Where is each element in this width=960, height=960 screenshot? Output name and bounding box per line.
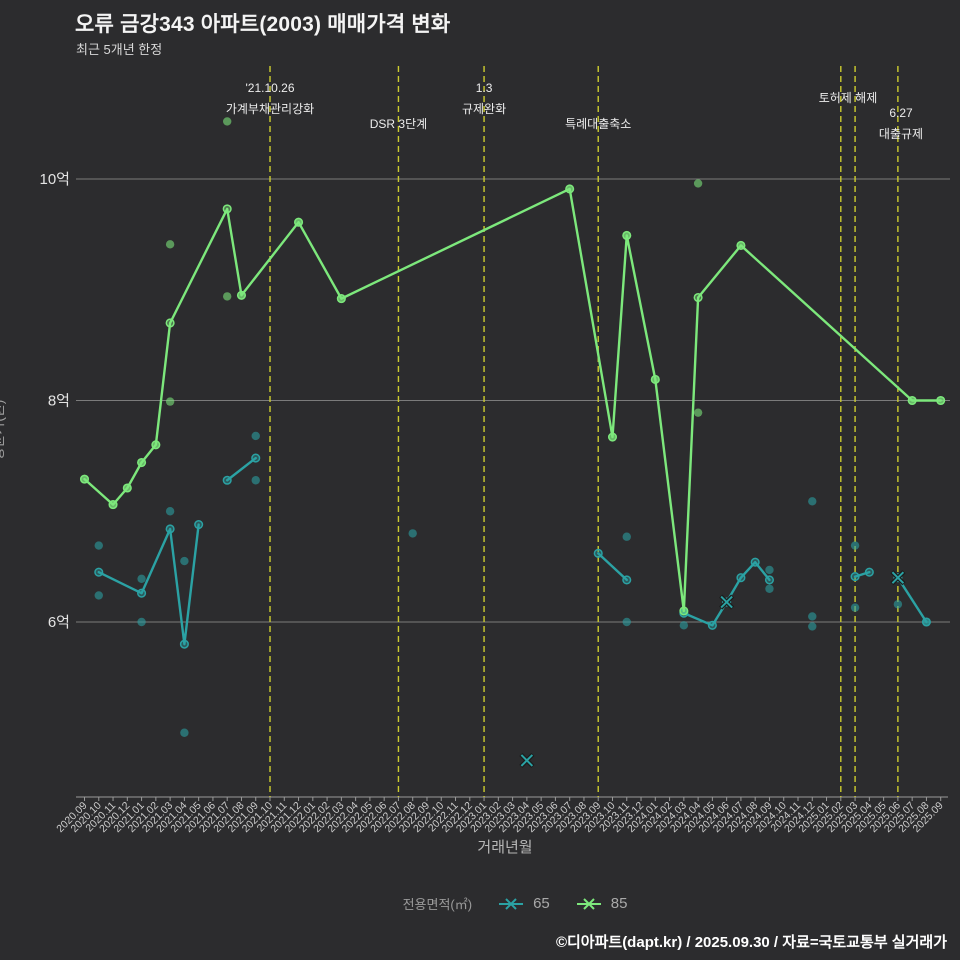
price-line-65 xyxy=(597,552,628,582)
scatter-point-65 xyxy=(137,617,146,627)
line-vertex-85 xyxy=(607,432,618,442)
event-label: '21.10.26 xyxy=(246,81,295,95)
event-label: 6.27 xyxy=(889,106,913,120)
event-label: 대출규제 xyxy=(879,127,923,141)
scatter-point-65 xyxy=(850,541,860,550)
scatter-point-65 xyxy=(850,603,860,612)
line-vertex-85 xyxy=(137,457,147,468)
scatter-point-65 xyxy=(180,728,189,737)
scatter-point-85 xyxy=(165,397,175,406)
y-tick-label: 10억 xyxy=(40,171,71,188)
scatter-point-85 xyxy=(693,408,703,417)
line-vertex-65 xyxy=(864,567,874,577)
line-vertex-85 xyxy=(650,374,660,385)
line-vertex-65 xyxy=(850,572,860,582)
scatter-point-65 xyxy=(808,612,817,621)
scatter-point-65 xyxy=(180,556,189,566)
price-chart-canvas: 6억8억10억2020.092020.102020.112020.122021.… xyxy=(40,66,950,835)
y-axis-title: 평균가(원) xyxy=(0,399,6,461)
scatter-point-65 xyxy=(137,574,146,584)
line-vertex-85 xyxy=(151,440,161,450)
price-line-65 xyxy=(682,560,771,627)
scatter-point-85 xyxy=(165,240,175,249)
scatter-point-85 xyxy=(223,117,232,126)
line-vertex-65 xyxy=(222,475,232,485)
line-vertex-85 xyxy=(936,395,946,406)
scatter-point-65 xyxy=(679,621,689,630)
scatter-point-65 xyxy=(251,476,260,485)
scatter-point-65 xyxy=(808,497,817,506)
x-marker-65 xyxy=(891,571,905,584)
line-vertex-85 xyxy=(693,292,703,303)
scatter-point-65 xyxy=(622,617,631,627)
line-vertex-65 xyxy=(593,548,603,558)
line-vertex-85 xyxy=(122,483,132,493)
line-vertex-65 xyxy=(750,557,760,567)
line-vertex-65 xyxy=(179,639,189,649)
source-credit: ©디아파트(dapt.kr) / 2025.09.30 / 자료=국토교통부 실… xyxy=(555,934,947,951)
scatter-point-85 xyxy=(223,292,232,301)
scatter-point-65 xyxy=(765,584,774,593)
scatter-point-65 xyxy=(251,431,260,441)
line-vertex-65 xyxy=(764,575,775,585)
event-label: 규제완화 xyxy=(462,102,506,116)
y-tick-label: 6억 xyxy=(48,614,70,631)
line-vertex-85 xyxy=(622,230,632,241)
line-vertex-65 xyxy=(251,453,261,463)
price-line-65 xyxy=(225,456,257,482)
scatter-point-65 xyxy=(94,591,103,600)
event-label: 가계부채관리강화 xyxy=(226,102,314,116)
line-vertex-65 xyxy=(137,588,147,598)
y-tick-label: 8억 xyxy=(48,393,70,410)
scatter-point-85 xyxy=(693,179,703,188)
page-title: 오류 금강343 아파트(2003) 매매가격 변화 xyxy=(75,13,451,36)
line-vertex-65 xyxy=(94,567,104,577)
line-vertex-85 xyxy=(165,318,175,328)
legend-item-65-label: 65 xyxy=(533,895,550,912)
scatter-point-65 xyxy=(808,622,817,631)
line-vertex-85 xyxy=(222,204,232,214)
scatter-point-65 xyxy=(408,529,417,538)
scatter-point-65 xyxy=(765,565,774,575)
event-label: 토허제 해제 xyxy=(819,91,878,105)
line-vertex-85 xyxy=(294,217,304,227)
line-vertex-85 xyxy=(907,395,917,406)
legend-marker-85-icon xyxy=(576,897,601,910)
legend-marker-65-icon xyxy=(499,897,524,910)
legend-item-85-label: 85 xyxy=(610,895,628,912)
x-axis-title: 거래년월 xyxy=(477,839,533,856)
chart-legend: 전용면적(㎡) 65 85 xyxy=(0,894,960,913)
line-vertex-65 xyxy=(165,524,175,534)
line-vertex-65 xyxy=(194,519,204,530)
price-line-65 xyxy=(896,576,928,624)
page-subtitle: 최근 5개년 한정 xyxy=(76,42,163,57)
x-marker-65 xyxy=(520,754,534,767)
scatter-point-65 xyxy=(893,600,903,609)
x-marker-65 xyxy=(720,595,733,609)
line-vertex-65 xyxy=(622,575,632,585)
line-vertex-65 xyxy=(736,573,746,583)
price-line-65 xyxy=(853,570,871,578)
scatter-point-65 xyxy=(94,541,103,550)
line-vertex-65 xyxy=(707,620,717,630)
scatter-point-65 xyxy=(165,507,175,516)
legend-item-65[interactable]: 65 xyxy=(498,895,550,912)
line-vertex-85 xyxy=(565,184,575,194)
event-label: 1.3 xyxy=(476,81,493,95)
event-label: DSR 3단계 xyxy=(370,117,427,131)
line-vertex-85 xyxy=(236,290,247,300)
price-line-65 xyxy=(97,523,200,646)
scatter-point-65 xyxy=(622,532,631,541)
event-label: 특례대출축소 xyxy=(565,117,631,131)
line-vertex-85 xyxy=(336,294,346,304)
line-vertex-85 xyxy=(79,474,90,484)
line-vertex-65 xyxy=(921,617,931,627)
line-vertex-85 xyxy=(679,606,689,616)
line-vertex-85 xyxy=(108,500,118,510)
legend-item-85[interactable]: 85 xyxy=(576,895,628,912)
legend-title: 전용면적(㎡) xyxy=(402,897,473,912)
line-vertex-85 xyxy=(736,240,746,250)
price-line-85 xyxy=(83,187,942,613)
